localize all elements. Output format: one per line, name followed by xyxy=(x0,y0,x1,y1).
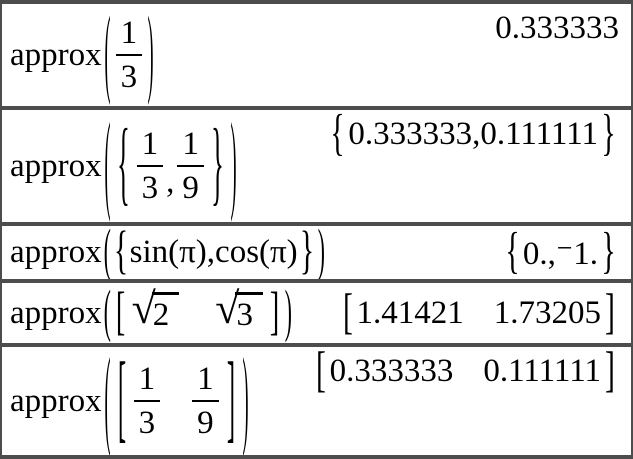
open-paren: ( xyxy=(103,283,111,344)
matrix-row: √ 2 √ 3 xyxy=(129,284,266,334)
open-bracket: [ xyxy=(315,347,326,398)
result-value: 0.333333 xyxy=(329,353,454,389)
table-row: approx ( 1 3 ) 0.333333 xyxy=(2,4,631,110)
close-brace: } xyxy=(211,113,224,216)
result-value: 0.333333,0.111111 xyxy=(348,116,598,152)
function-name: approx xyxy=(10,36,102,73)
square-root: √ 3 xyxy=(215,284,263,334)
close-bracket: ] xyxy=(605,285,615,340)
fraction-numerator: 1 xyxy=(192,361,219,402)
result[interactable]: { 0.333333,0.111111 } xyxy=(327,110,619,159)
fraction-numerator: 1 xyxy=(136,126,164,167)
close-bracket: ] xyxy=(269,283,280,341)
close-paren: ) xyxy=(284,283,292,344)
result-value: 1.41421 xyxy=(356,294,464,331)
radical-sign: √ xyxy=(131,284,156,333)
close-brace: } xyxy=(601,110,616,162)
result-value: 1.73205 xyxy=(493,294,601,331)
close-bracket: ] xyxy=(605,347,615,398)
result[interactable]: { 0.,⁻1. } xyxy=(502,226,619,277)
radicand: 3 xyxy=(235,292,263,334)
result-value: 0.333333 xyxy=(495,10,619,46)
fraction: 1 3 xyxy=(136,126,164,207)
fraction-denominator: 3 xyxy=(138,405,156,441)
fraction-numerator: 1 xyxy=(115,15,143,56)
close-brace: } xyxy=(601,226,616,280)
open-paren: ( xyxy=(104,347,111,459)
open-paren: ( xyxy=(104,110,111,225)
fraction: 1 3 xyxy=(115,15,143,96)
result-value: 0.,⁻1. xyxy=(522,235,598,272)
close-brace: } xyxy=(299,226,314,281)
result[interactable]: 0.333333 xyxy=(495,10,619,47)
fraction: 1 9 xyxy=(192,361,219,442)
result-matrix-row: 0.333333 0.111111 xyxy=(330,353,601,390)
matrix-row: 1 3 1 9 xyxy=(131,361,222,442)
table-row: approx ( [ 1 3 1 9 ] ) [ 0.333333 0.1111… xyxy=(2,347,631,459)
table-row: approx ( [ √ 2 √ 3 ] ) [ 1.41421 1.73205 xyxy=(2,283,631,347)
square-root: √ 2 xyxy=(131,284,180,334)
fraction-denominator: 3 xyxy=(120,59,138,95)
result-value: 0.111111 xyxy=(483,353,601,389)
result[interactable]: [ 1.41421 1.73205 ] xyxy=(339,288,620,338)
result[interactable]: [ 0.333333 0.111111 ] xyxy=(312,347,619,396)
close-bracket: ] xyxy=(226,347,235,454)
fraction-denominator: 9 xyxy=(182,170,199,206)
result-matrix-row: 1.41421 1.73205 xyxy=(357,295,602,332)
function-name: approx xyxy=(10,294,102,331)
close-paren: ) xyxy=(317,226,325,283)
open-brace: { xyxy=(505,226,520,280)
open-brace: { xyxy=(116,113,130,216)
open-bracket: [ xyxy=(115,283,125,341)
open-bracket: [ xyxy=(342,285,353,340)
open-brace: { xyxy=(330,110,345,162)
expression-input[interactable]: approx ( [ 1 3 1 9 ] ) xyxy=(10,347,251,455)
open-bracket: [ xyxy=(117,347,126,454)
close-paren: ) xyxy=(230,110,237,225)
fraction: 1 3 xyxy=(133,361,161,442)
fraction-denominator: 3 xyxy=(141,170,159,206)
open-paren: ( xyxy=(104,4,111,108)
table-row: approx ( { sin(π),cos(π) } ) { 0.,⁻1. } xyxy=(2,226,631,283)
close-paren: ) xyxy=(147,4,154,108)
expression-input[interactable]: approx ( { 1 3 , 1 9 } ) xyxy=(10,110,239,220)
fraction: 1 9 xyxy=(177,126,204,207)
expression-input[interactable]: approx ( 1 3 ) xyxy=(10,4,156,103)
fraction-numerator: 1 xyxy=(177,126,204,167)
radicand: 2 xyxy=(151,292,180,334)
close-paren: ) xyxy=(242,347,249,459)
open-brace: { xyxy=(113,226,128,281)
expression-input[interactable]: approx ( { sin(π),cos(π) } ) xyxy=(10,226,326,279)
list-comma: , xyxy=(166,163,175,200)
expression-text: sin(π),cos(π) xyxy=(129,234,298,270)
function-name: approx xyxy=(10,234,102,270)
radical-sign: √ xyxy=(215,284,240,333)
function-name: approx xyxy=(10,147,102,184)
expression-input[interactable]: approx ( [ √ 2 √ 3 ] ) xyxy=(10,283,293,341)
function-name: approx xyxy=(10,382,102,419)
open-paren: ( xyxy=(103,226,111,283)
fraction-denominator: 9 xyxy=(197,405,214,441)
table-row: approx ( { 1 3 , 1 9 } ) { 0.333333,0.11… xyxy=(2,110,631,226)
fraction-numerator: 1 xyxy=(133,361,161,402)
